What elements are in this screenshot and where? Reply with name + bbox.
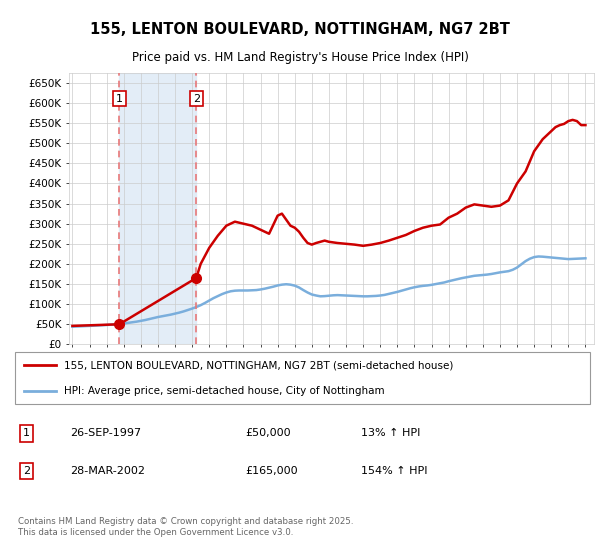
- Text: Price paid vs. HM Land Registry's House Price Index (HPI): Price paid vs. HM Land Registry's House …: [131, 51, 469, 64]
- Text: 154% ↑ HPI: 154% ↑ HPI: [361, 465, 428, 475]
- Text: 1: 1: [116, 94, 123, 104]
- Text: £50,000: £50,000: [245, 428, 290, 438]
- Text: 1: 1: [23, 428, 30, 438]
- Bar: [119, 73, 196, 344]
- Text: 2: 2: [23, 465, 30, 475]
- Text: 13% ↑ HPI: 13% ↑ HPI: [361, 428, 421, 438]
- Text: £165,000: £165,000: [245, 465, 298, 475]
- Text: 26-SEP-1997: 26-SEP-1997: [70, 428, 142, 438]
- Text: 155, LENTON BOULEVARD, NOTTINGHAM, NG7 2BT: 155, LENTON BOULEVARD, NOTTINGHAM, NG7 2…: [90, 22, 510, 37]
- Text: 2: 2: [193, 94, 200, 104]
- Text: HPI: Average price, semi-detached house, City of Nottingham: HPI: Average price, semi-detached house,…: [64, 386, 385, 396]
- Text: Contains HM Land Registry data © Crown copyright and database right 2025.
This d: Contains HM Land Registry data © Crown c…: [18, 517, 353, 536]
- Text: 28-MAR-2002: 28-MAR-2002: [70, 465, 145, 475]
- FancyBboxPatch shape: [15, 352, 590, 404]
- Text: 155, LENTON BOULEVARD, NOTTINGHAM, NG7 2BT (semi-detached house): 155, LENTON BOULEVARD, NOTTINGHAM, NG7 2…: [64, 360, 454, 370]
